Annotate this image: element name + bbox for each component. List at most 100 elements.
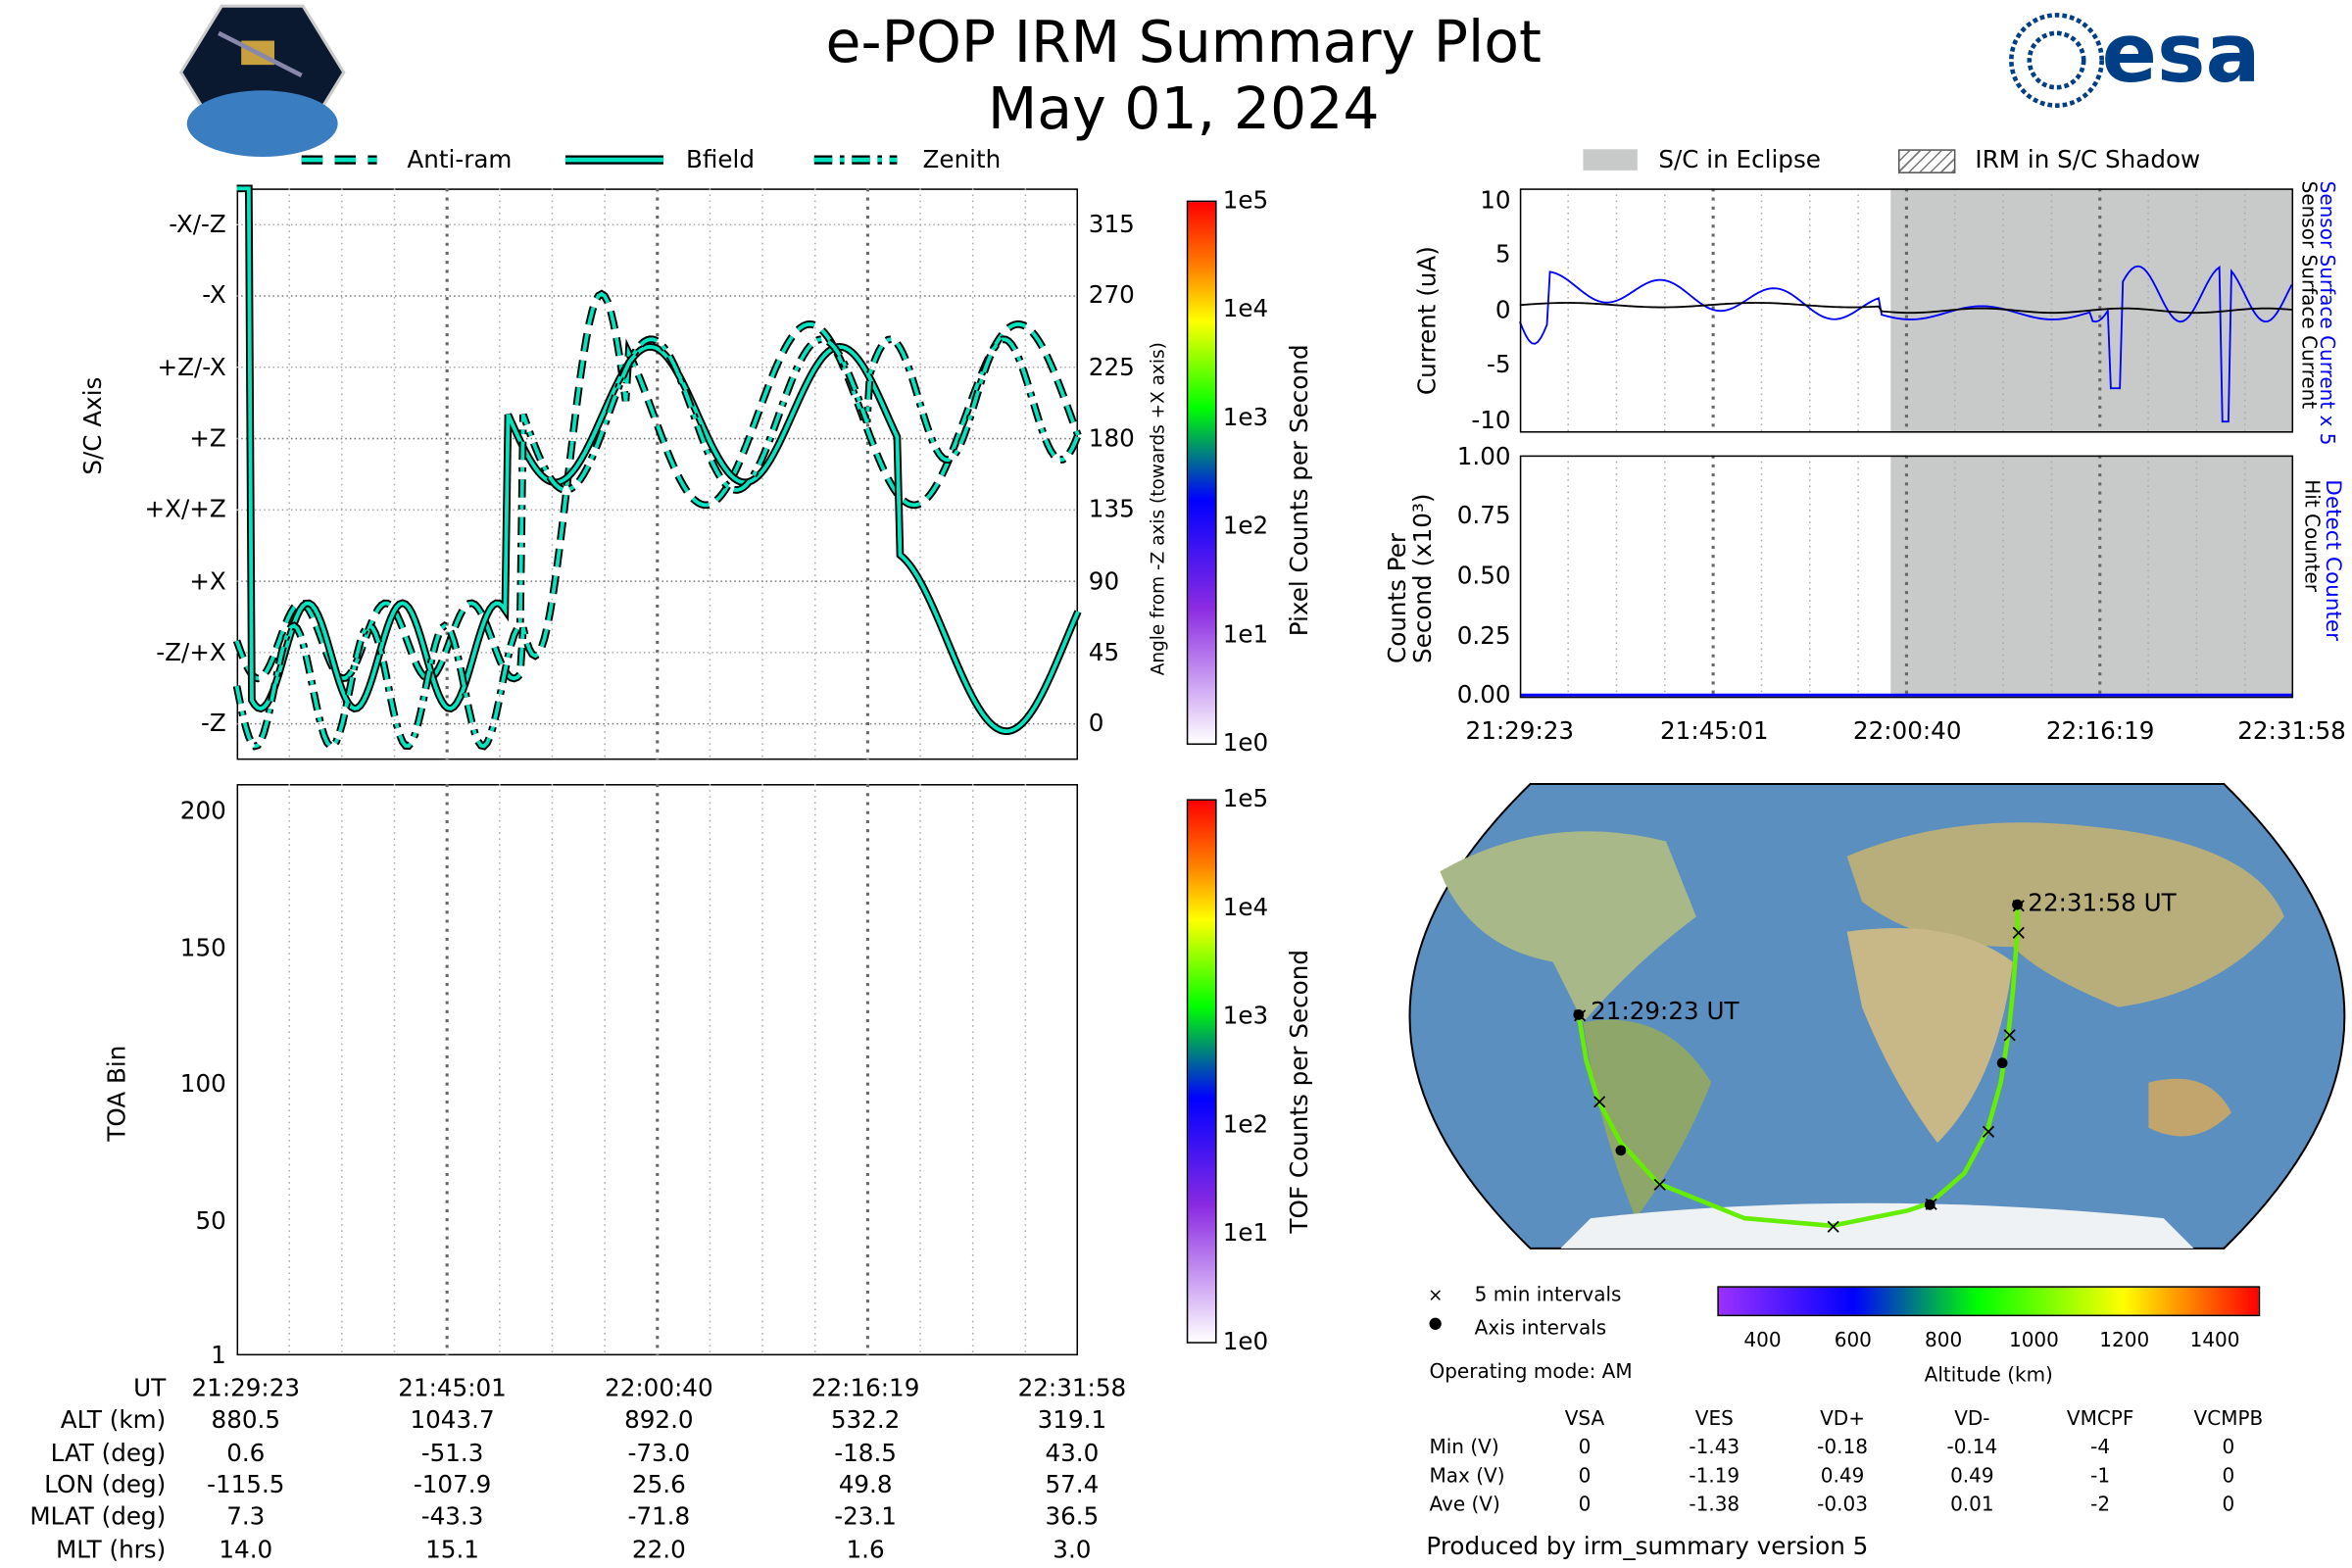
volt-value: -1.38	[1689, 1494, 1740, 1517]
volt-value: 0	[2222, 1494, 2235, 1517]
orient-ytick-right: 315	[1088, 209, 1135, 239]
toa-plot	[288, 784, 1027, 1356]
ephem-value: 49.8	[838, 1469, 893, 1499]
ephem-value: 0.6	[226, 1438, 266, 1467]
volt-value: -2	[2090, 1494, 2111, 1517]
ephem-value: 22.0	[631, 1534, 686, 1563]
x-marker-icon: ×	[1427, 1284, 1444, 1306]
ephem-value: 532.2	[830, 1405, 901, 1435]
orient-ytick: -X	[202, 280, 226, 310]
ephem-value: 25.6	[631, 1469, 686, 1499]
toa-ytick: 200	[179, 796, 226, 825]
zenith-curve	[234, 337, 1080, 749]
axis-interval-marker	[1996, 1057, 2008, 1069]
ephem-value: 21:45:01	[398, 1373, 507, 1402]
volt-row-label: Min (V)	[1429, 1437, 1499, 1460]
ephem-value: 43.0	[1045, 1438, 1100, 1467]
altitude-colorbar-label: Altitude (km)	[1924, 1364, 2053, 1388]
ephem-value: 880.5	[211, 1405, 281, 1435]
orient-ytick: -X/-Z	[169, 209, 226, 239]
bfield-curve	[236, 186, 1080, 734]
altitude-tick: 800	[1925, 1329, 1963, 1353]
legend-zenith: Zenith	[922, 144, 1002, 173]
volt-value: 0	[1578, 1465, 1592, 1489]
legend-shadow: IRM in S/C Shadow	[1975, 144, 2201, 173]
ephem-value: 22:31:58	[1017, 1373, 1127, 1402]
altitude-tick: 1200	[2099, 1329, 2150, 1353]
colorbar-tick: 1e5	[1222, 185, 1269, 215]
altitude-colorbar	[1717, 1286, 2261, 1317]
cassiope-logo	[178, 4, 346, 158]
pixel-colorbar	[1186, 200, 1217, 746]
ephem-value: 22:00:40	[605, 1373, 713, 1402]
five-min-marker: ×	[1591, 1090, 1608, 1114]
volt-value: -4	[2090, 1437, 2111, 1460]
volt-value: 0.49	[1820, 1465, 1865, 1489]
eclipse-swatch	[1583, 149, 1638, 171]
volt-value: -0.18	[1817, 1437, 1868, 1460]
orient-ytick-right: 225	[1088, 352, 1135, 381]
orient-ytick: +Z	[189, 423, 226, 453]
five-min-marker: ×	[1980, 1120, 1997, 1145]
colorbar-tick: 1e4	[1222, 892, 1269, 922]
ephem-label: LAT (deg)	[50, 1438, 167, 1467]
axis-interval-marker	[2012, 899, 2023, 910]
colorbar-tick: 1e3	[1222, 402, 1269, 432]
legend-5min: 5 min intervals	[1474, 1284, 1622, 1307]
orient-ytick: -Z	[201, 709, 226, 738]
shadow-swatch	[1897, 149, 1956, 173]
anti-ram-curve	[234, 291, 1080, 681]
ephem-value: 15.1	[425, 1534, 479, 1563]
counts-axes	[1519, 455, 2294, 699]
current-ytick: 0	[1494, 295, 1511, 324]
five-min-marker: ×	[2001, 1023, 2019, 1048]
volt-header: VMCPF	[2066, 1407, 2134, 1432]
toa-ytick: 50	[195, 1206, 226, 1236]
counts-ytick: 0.50	[1456, 561, 1511, 590]
counts-ytick: 0.00	[1456, 679, 1511, 710]
orient-ytick-right: 180	[1088, 423, 1135, 453]
ephem-value: -43.3	[420, 1501, 484, 1531]
current-x5-line	[1518, 265, 2293, 423]
ephem-value: -107.9	[413, 1469, 492, 1499]
orient-ytick: +X/+Z	[144, 494, 226, 524]
ephem-value: -23.1	[834, 1501, 897, 1531]
legend-eclipse: S/C in Eclipse	[1658, 144, 1821, 173]
legend-bfield: Bfield	[686, 144, 756, 173]
ephem-value: 14.0	[219, 1534, 273, 1563]
orientation-legend	[301, 155, 898, 165]
colorbar-tick: 1e2	[1222, 1109, 1269, 1139]
ephem-value: 319.1	[1037, 1405, 1107, 1435]
current-right-label-2: Sensor Surface Current	[2296, 180, 2320, 410]
ephem-value: 1043.7	[410, 1405, 495, 1435]
ephem-value: -71.8	[627, 1501, 691, 1531]
volt-value: 0.01	[1950, 1494, 1994, 1517]
current-plot	[1518, 188, 2294, 433]
volt-value: 0	[2222, 1465, 2235, 1489]
time-xtick: 21:29:23	[1465, 715, 1575, 746]
ephem-value: 892.0	[624, 1405, 694, 1435]
ephem-value: 22:16:19	[810, 1373, 920, 1402]
operating-mode: Operating mode: AM	[1429, 1361, 1633, 1385]
volt-value: -0.03	[1817, 1494, 1868, 1517]
counts-ylabel: Counts Per Second (x10³)	[1382, 493, 1438, 663]
dot-marker-icon	[1429, 1317, 1442, 1330]
volt-header: VCMPB	[2193, 1407, 2264, 1432]
legend-axis-intervals: Axis intervals	[1474, 1317, 1607, 1341]
axis-interval-marker	[1924, 1199, 1936, 1210]
counts-plot	[1519, 455, 2294, 697]
counts-ytick: 0.75	[1456, 500, 1511, 530]
volt-value: -1.43	[1689, 1437, 1740, 1460]
counts-right-label-2: Hit Counter	[2299, 479, 2323, 592]
volt-header: VD+	[1820, 1407, 1865, 1432]
axis-interval-marker	[1615, 1145, 1627, 1156]
counts-ytick: 1.00	[1456, 441, 1511, 471]
volt-value: -1.19	[1689, 1465, 1740, 1489]
counts-right-label-1: Detect Counter	[2320, 479, 2345, 641]
world-map: ×××××××××	[1408, 783, 2346, 1250]
orient-ytick: -Z/+X	[156, 637, 226, 666]
ephem-value: 1.6	[846, 1534, 885, 1563]
orient-ytick: +X	[189, 565, 226, 595]
orientation-ylabel-right: Angle from -Z axis (towards +X axis)	[1147, 342, 1169, 676]
